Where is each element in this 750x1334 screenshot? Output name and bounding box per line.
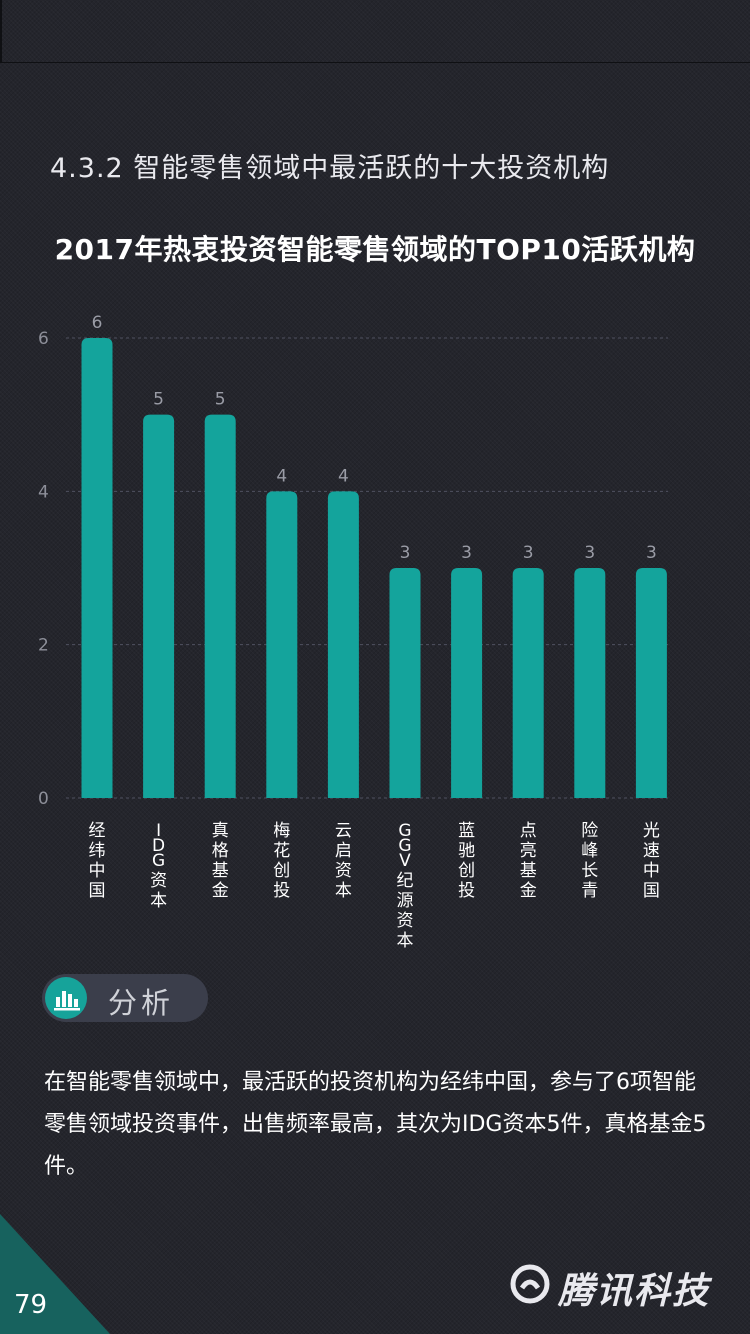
data-label: 3 xyxy=(646,543,657,563)
bar xyxy=(512,568,544,798)
data-label: 6 xyxy=(92,313,103,333)
top-frame-line xyxy=(0,0,750,63)
data-label: 3 xyxy=(584,543,595,563)
data-label: 4 xyxy=(276,466,287,486)
top-frame-edge xyxy=(0,0,2,62)
y-tick-label: 6 xyxy=(38,329,49,349)
analysis-badge: 分析 xyxy=(42,974,208,1022)
x-tick-label: 梅花创投 xyxy=(273,821,290,901)
chart-title: 2017年热衷投资智能零售领域的TOP10活跃机构 xyxy=(54,233,696,266)
x-tick-label: 点亮基金 xyxy=(520,821,537,901)
bar xyxy=(143,414,175,798)
bar xyxy=(635,568,667,798)
analysis-text: 在智能零售领域中，最活跃的投资机构为经纬中国，参与了6项智能零售领域投资事件，出… xyxy=(44,1070,707,1179)
corner-decoration xyxy=(0,1214,110,1334)
brand-name: 腾讯科技 xyxy=(558,1271,711,1312)
y-tick-label: 4 xyxy=(38,482,49,502)
x-tick-label: G G V 纪源资本 xyxy=(397,821,414,951)
bar-chart-icon xyxy=(45,977,87,1019)
bar xyxy=(389,568,421,798)
section-title: 4.3.2 智能零售领域中最活跃的十大投资机构 xyxy=(50,153,610,184)
y-tick-label: 0 xyxy=(38,789,49,809)
x-tick-label: I D G 资本 xyxy=(150,821,167,911)
x-tick-label: 险峰长青 xyxy=(581,821,598,901)
data-label: 5 xyxy=(153,390,164,410)
bar xyxy=(574,568,606,798)
data-label: 3 xyxy=(523,543,534,563)
data-label: 5 xyxy=(215,390,226,410)
y-tick-label: 2 xyxy=(38,636,49,656)
bar xyxy=(266,491,298,798)
tencent-logo-icon xyxy=(510,1264,550,1304)
analysis-label: 分析 xyxy=(108,986,175,1020)
x-tick-label: 真格基金 xyxy=(212,821,229,901)
bar-chart: 0 2 4 6 6 经纬中国 5 I D G 资本 5 真格基金 4 梅花创投 4 云启资本 3 G G V 纪源资本 3 蓝… xyxy=(38,313,668,951)
bar xyxy=(204,414,236,798)
x-tick-label: 经纬中国 xyxy=(89,821,106,901)
bar xyxy=(451,568,483,798)
x-tick-label: 光速中国 xyxy=(643,821,660,901)
data-label: 3 xyxy=(461,543,472,563)
bar xyxy=(327,491,359,798)
x-tick-label: 蓝驰创投 xyxy=(458,821,475,901)
brand-logo: 腾讯科技 xyxy=(508,1260,738,1312)
data-label: 3 xyxy=(400,543,411,563)
bar xyxy=(81,338,113,798)
data-label: 4 xyxy=(338,466,349,486)
x-tick-label: 云启资本 xyxy=(335,821,352,901)
page-number: 79 xyxy=(14,1290,48,1320)
